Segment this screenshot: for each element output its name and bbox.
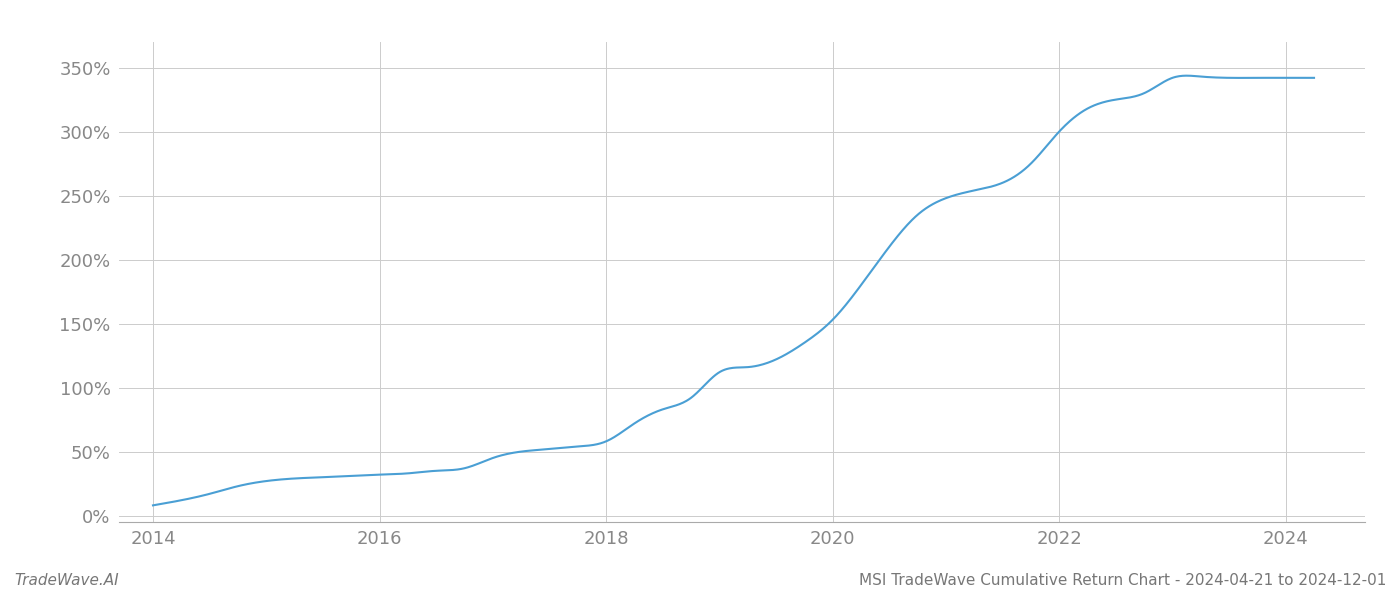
Text: TradeWave.AI: TradeWave.AI [14,573,119,588]
Text: MSI TradeWave Cumulative Return Chart - 2024-04-21 to 2024-12-01: MSI TradeWave Cumulative Return Chart - … [858,573,1386,588]
